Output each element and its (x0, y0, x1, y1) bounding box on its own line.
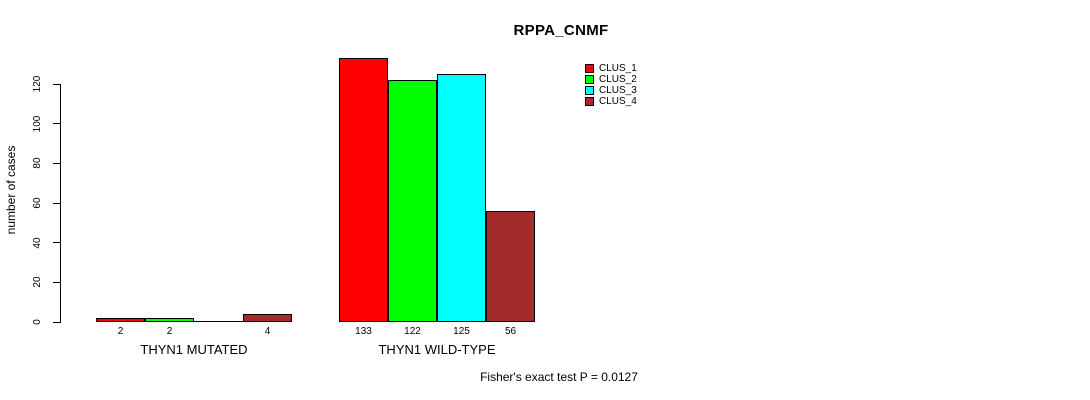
legend-item: CLUS_4 (585, 96, 637, 107)
bar (145, 318, 194, 322)
y-tick-label: 0 (32, 319, 43, 325)
x-category-label: THYN1 WILD-TYPE (378, 342, 496, 357)
y-tick-label: 60 (32, 197, 43, 209)
y-tick-label: 120 (32, 75, 43, 93)
bar (388, 80, 437, 322)
legend-label: CLUS_1 (599, 63, 637, 74)
y-tick-mark (53, 321, 60, 323)
legend-label: CLUS_3 (599, 85, 637, 96)
y-tick-mark (53, 202, 60, 204)
y-axis-line (60, 84, 61, 323)
x-category-label: THYN1 MUTATED (140, 342, 248, 357)
y-tick-mark (53, 281, 60, 283)
y-tick-label: 80 (32, 157, 43, 169)
bar-value-label: 125 (453, 326, 470, 337)
y-tick-mark (53, 242, 60, 244)
legend-item: CLUS_3 (585, 85, 637, 96)
y-tick-mark (53, 123, 60, 125)
bar-zero-height (194, 321, 243, 322)
bar (339, 58, 388, 322)
legend-color-swatch (585, 86, 594, 95)
y-tick-label: 40 (32, 237, 43, 249)
bar-value-label: 122 (404, 326, 421, 337)
y-tick-label: 20 (32, 276, 43, 288)
bar-value-label: 56 (504, 326, 517, 337)
y-tick-label: 100 (32, 115, 43, 132)
bar-value-label: 2 (166, 326, 173, 337)
legend-color-swatch (585, 75, 594, 84)
bar-value-label: 4 (264, 326, 271, 337)
y-tick-mark (53, 162, 60, 164)
legend-item: CLUS_2 (585, 74, 637, 85)
legend-item: CLUS_1 (585, 63, 637, 74)
y-axis-label: number of cases (4, 145, 18, 235)
legend-color-swatch (585, 97, 594, 106)
bar (96, 318, 145, 322)
footer-annotation: Fisher's exact test P = 0.0127 (480, 370, 638, 384)
legend-label: CLUS_4 (599, 96, 637, 107)
bar (243, 314, 292, 322)
bar-value-label: 2 (117, 326, 124, 337)
legend-color-swatch (585, 64, 594, 73)
y-tick-mark (53, 83, 60, 85)
bar-value-label: 133 (355, 326, 372, 337)
legend-label: CLUS_2 (599, 74, 637, 85)
bar (437, 74, 486, 322)
chart-title: RPPA_CNMF (513, 22, 609, 39)
bar (486, 211, 535, 322)
legend: CLUS_1 CLUS_2 CLUS_3 CLUS_4 (585, 63, 637, 107)
